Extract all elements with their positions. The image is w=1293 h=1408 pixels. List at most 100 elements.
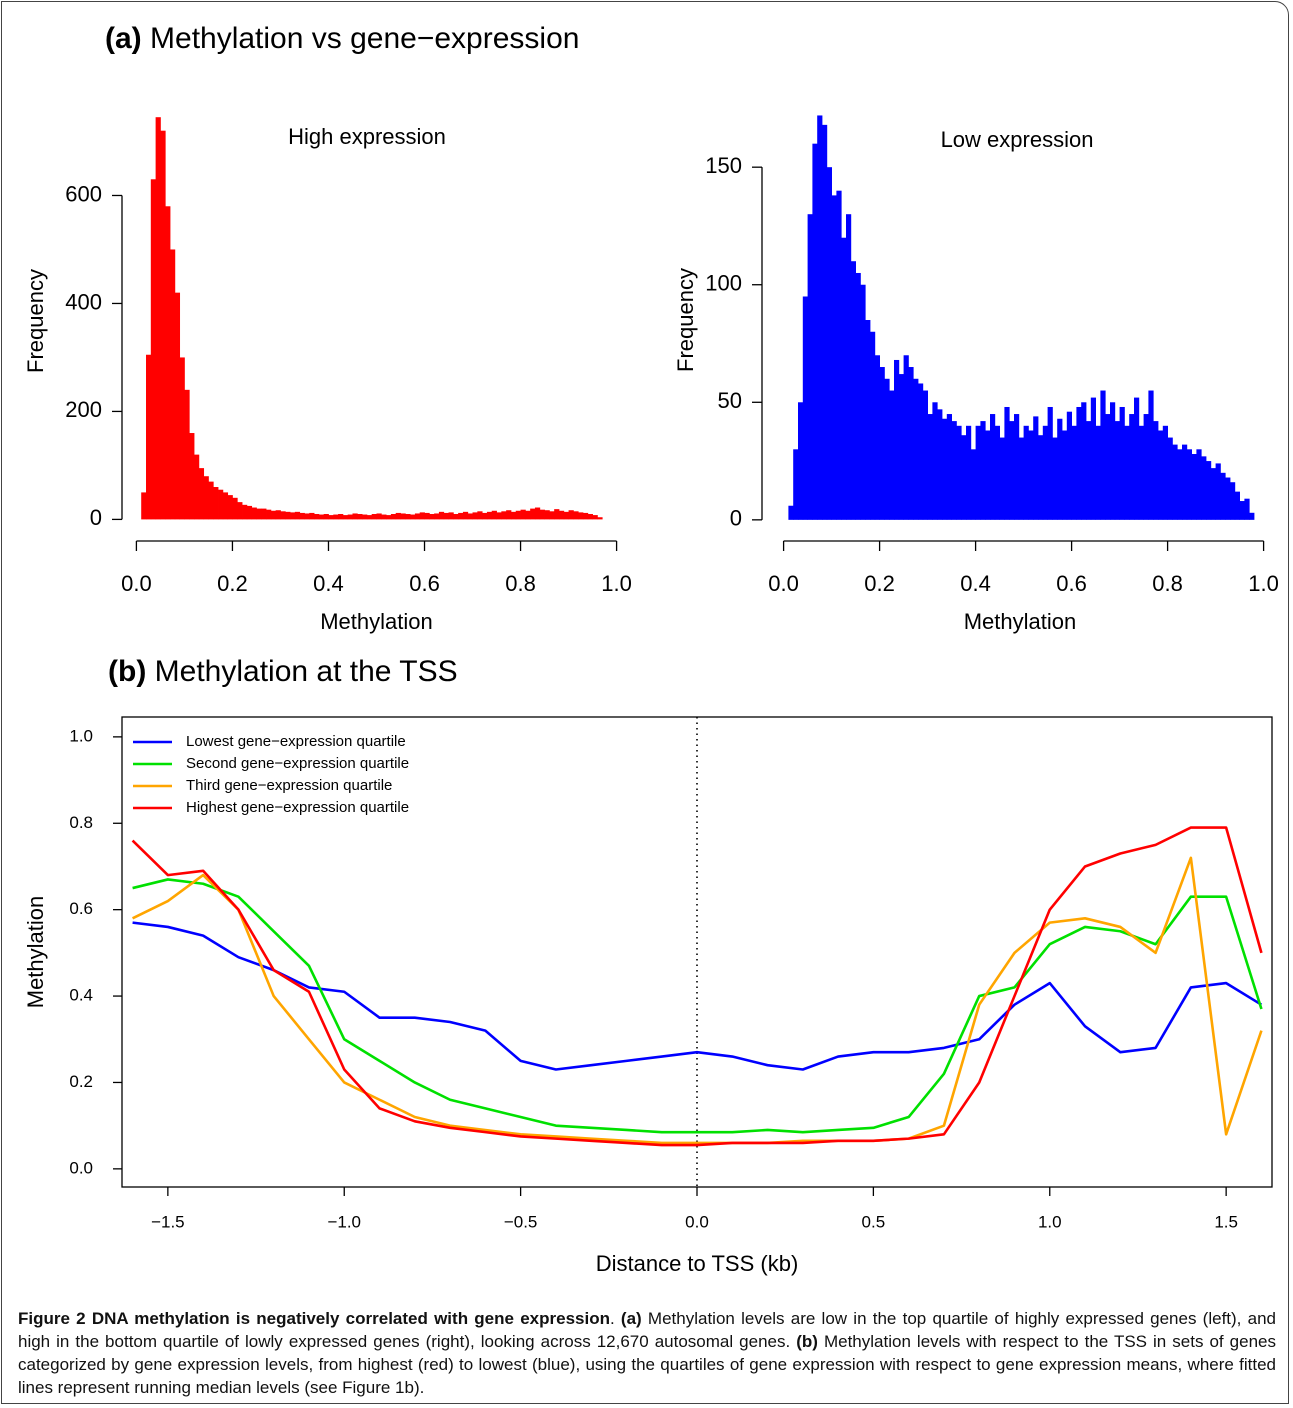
bar xyxy=(1182,444,1188,520)
y-tick-label: 0.4 xyxy=(69,986,93,1005)
bar xyxy=(410,514,416,520)
y-axis-label: Methylation xyxy=(23,896,48,1009)
x-tick-label: 0.2 xyxy=(864,571,895,596)
bar xyxy=(812,143,818,520)
bar xyxy=(798,402,804,520)
bar xyxy=(1038,435,1044,520)
bar xyxy=(318,514,325,520)
bar xyxy=(222,492,229,520)
bar xyxy=(1210,468,1216,520)
x-tick-label: 0.4 xyxy=(313,571,344,596)
bar xyxy=(1004,406,1010,520)
x-tick-label: 0.0 xyxy=(685,1212,709,1231)
bar xyxy=(141,492,147,520)
bar xyxy=(1167,437,1173,520)
bar xyxy=(366,515,373,520)
bar xyxy=(184,389,190,520)
bar xyxy=(381,514,387,520)
bar xyxy=(371,514,377,520)
bar xyxy=(213,487,219,520)
x-tick-label: 1.0 xyxy=(601,571,632,596)
bar xyxy=(280,511,286,520)
bar xyxy=(251,507,257,520)
caption: Figure 2 DNA methylation is negatively c… xyxy=(18,1307,1276,1399)
bar xyxy=(414,513,421,520)
bar xyxy=(405,514,411,520)
bar xyxy=(927,414,933,520)
bar xyxy=(309,512,315,520)
bar xyxy=(496,512,502,520)
bar xyxy=(150,179,157,520)
bar xyxy=(434,513,440,520)
bar xyxy=(472,512,478,520)
bar xyxy=(985,430,991,520)
bar xyxy=(506,510,512,520)
bar xyxy=(836,190,842,520)
bar xyxy=(242,504,248,520)
bar xyxy=(539,509,545,520)
bar xyxy=(443,512,449,520)
bar xyxy=(179,357,185,520)
bar xyxy=(323,514,329,520)
x-tick-label: 0.8 xyxy=(505,571,536,596)
bar xyxy=(285,511,291,520)
bar xyxy=(870,331,876,520)
bar xyxy=(174,292,181,520)
bar xyxy=(817,115,823,520)
bar xyxy=(198,468,205,520)
y-tick-label: 0 xyxy=(90,505,102,530)
panel-label: (a) xyxy=(105,22,142,55)
bar xyxy=(582,512,589,520)
bar xyxy=(980,421,986,520)
bar xyxy=(822,124,828,520)
bar xyxy=(1158,430,1164,520)
bar xyxy=(275,510,281,520)
bar xyxy=(491,510,497,520)
bar xyxy=(438,511,445,520)
bar xyxy=(1153,421,1159,520)
bar xyxy=(932,402,938,520)
bar xyxy=(793,449,799,520)
y-axis-label: Frequency xyxy=(673,268,698,372)
bar xyxy=(1177,449,1183,520)
bar xyxy=(1186,449,1192,520)
bar xyxy=(1134,397,1140,520)
bar xyxy=(1014,414,1020,520)
bar xyxy=(237,502,243,520)
bar xyxy=(467,513,473,520)
bar xyxy=(165,206,171,520)
panel-title: (a) Methylation vs gene−expression xyxy=(105,22,579,55)
bar xyxy=(961,435,967,520)
bar xyxy=(270,510,277,520)
bar xyxy=(338,514,344,520)
series-line xyxy=(131,826,1263,1147)
bar xyxy=(1081,402,1087,520)
panel-title-text: Methylation at the TSS xyxy=(155,655,458,688)
bar xyxy=(966,425,972,520)
bar xyxy=(942,418,948,520)
x-tick-label: −1.5 xyxy=(151,1212,185,1231)
bar xyxy=(898,374,904,520)
bar xyxy=(1119,406,1125,520)
bar xyxy=(227,495,233,520)
bar xyxy=(1062,430,1068,520)
bar xyxy=(894,359,900,520)
caption-text: Methylation levels with respect to the T… xyxy=(18,1332,1276,1397)
bar xyxy=(1095,425,1101,520)
bar xyxy=(1114,421,1120,520)
y-tick-label: 400 xyxy=(65,289,102,314)
caption-text: . xyxy=(609,1309,621,1328)
x-tick-label: 0.8 xyxy=(1152,571,1183,596)
y-tick-label: 0.0 xyxy=(69,1158,93,1177)
bar xyxy=(294,511,301,520)
y-tick-label: 1.0 xyxy=(69,726,93,745)
bar xyxy=(1206,461,1212,520)
bar xyxy=(1215,463,1221,520)
caption-text: Figure 2 DNA methylation is negatively c… xyxy=(18,1309,610,1328)
bar xyxy=(429,514,435,520)
bar xyxy=(802,296,808,520)
bar xyxy=(246,505,253,520)
legend-label: Second gene−expression quartile xyxy=(186,755,409,772)
y-tick-label: 0.2 xyxy=(69,1072,93,1091)
